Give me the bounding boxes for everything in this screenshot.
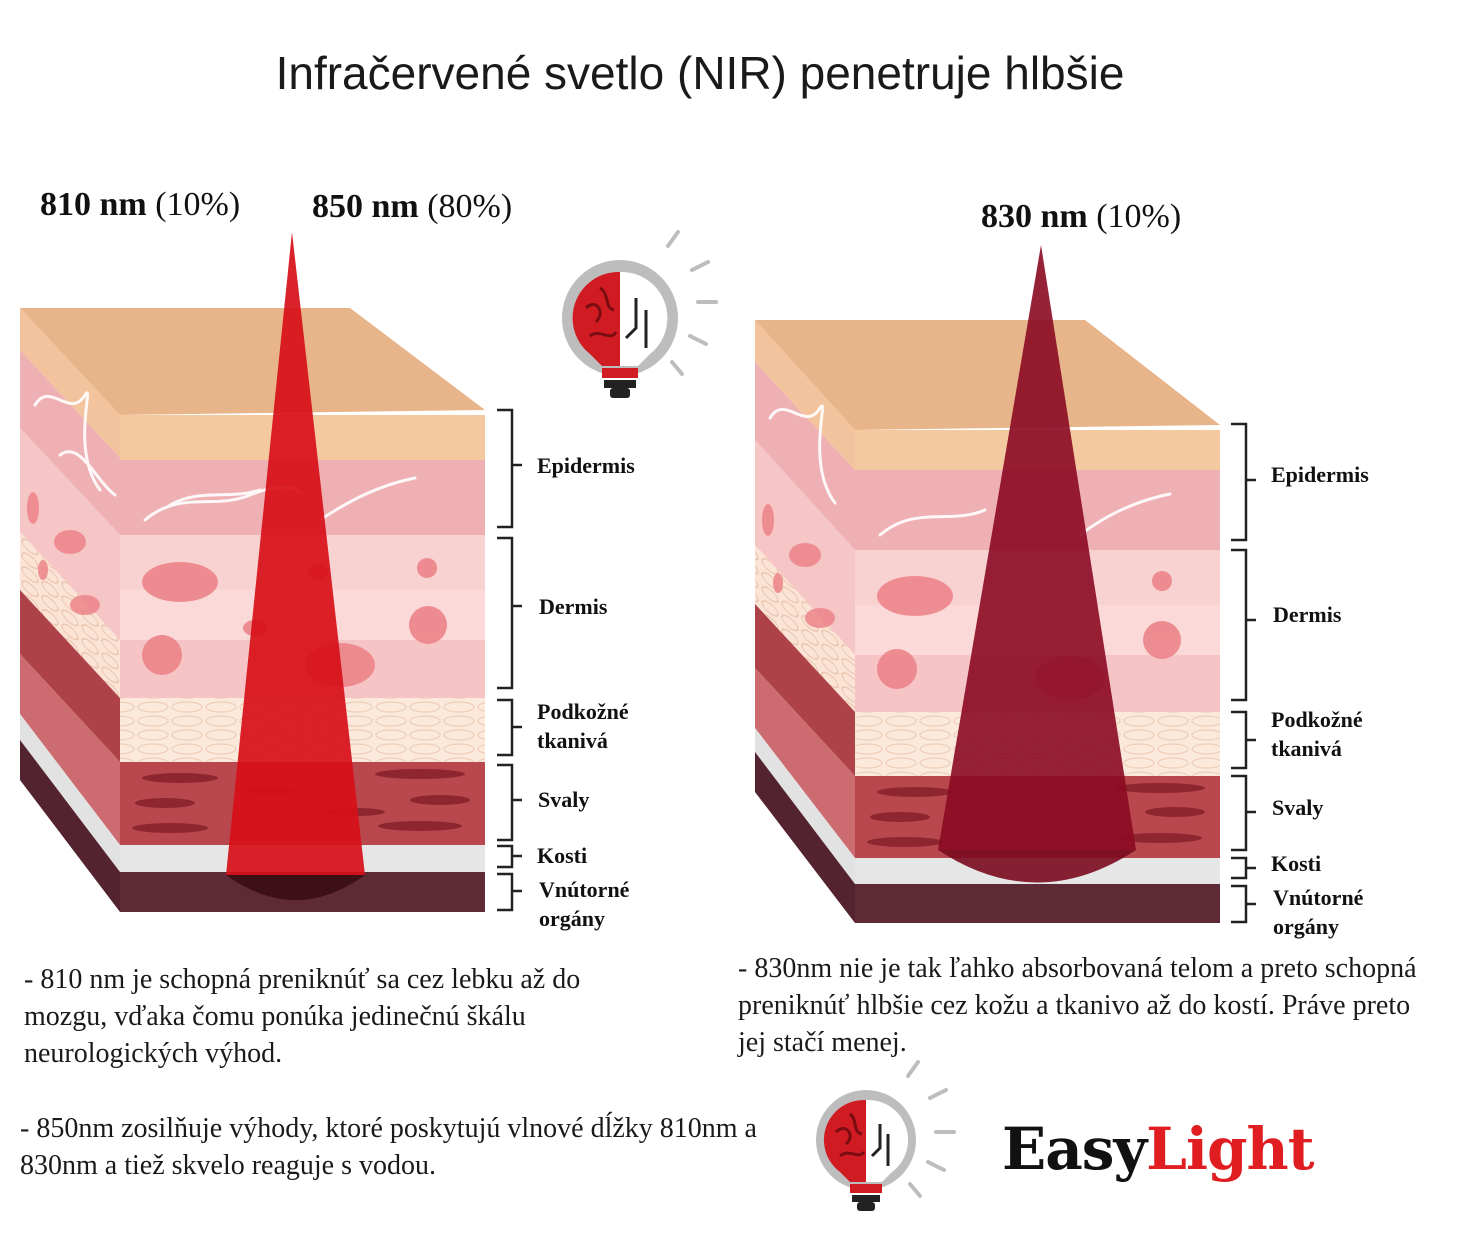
skin-block-left-top [20, 308, 485, 415]
label-subcutis-left-line2: tkanivá [537, 728, 608, 753]
layer-organs-right [855, 884, 1220, 923]
label-bone-right: Kosti [1271, 851, 1322, 876]
wavelength-810-nm: 810 nm [40, 186, 147, 223]
muscle-fibers-right [867, 783, 1205, 847]
wavelength-810-percent: (10%) [155, 186, 241, 223]
label-subcutis-left-line1: Podkožné [537, 699, 629, 724]
beam-850-810 [226, 232, 365, 875]
page-title: Infračervené svetlo (NIR) penetruje hlbš… [275, 47, 1125, 99]
wavelength-850-nm: 850 nm [312, 188, 419, 225]
label-subcutis-right: Podkožné tkanivá [1271, 705, 1363, 763]
skin-block-right-top [755, 320, 1220, 430]
wavelength-850-label: 850 nm (80%) [312, 188, 512, 226]
logo-light: Light [1146, 1115, 1314, 1183]
wavelength-850-percent: (80%) [427, 188, 513, 225]
wavelength-830-percent: (10%) [1096, 198, 1182, 235]
beam-830 [938, 245, 1136, 850]
label-muscle-right: Svaly [1272, 795, 1324, 820]
easylight-logo-text: EasyLight [1002, 1115, 1315, 1183]
brackets-left [497, 408, 522, 912]
description-830: - 830nm nie je tak ľahko absorbovaná tel… [738, 953, 1417, 1058]
logo-easy: Easy [1002, 1115, 1147, 1183]
description-850: - 850nm zosilňuje výhody, ktoré poskytuj… [20, 1113, 757, 1181]
label-dermis-left: Dermis [539, 594, 608, 619]
label-organs-right: Vnútorné orgány [1273, 883, 1363, 941]
label-organs-left-line2: orgány [539, 906, 605, 931]
label-subcutis-left: Podkožné tkanivá [537, 697, 629, 755]
label-epidermis-left: Epidermis [537, 453, 635, 478]
label-dermis-right: Dermis [1273, 602, 1342, 627]
label-organs-left-line1: Vnútorné [539, 877, 630, 902]
label-muscle-left: Svaly [538, 787, 590, 812]
label-bone-left: Kosti [537, 843, 588, 868]
label-epidermis-right: Epidermis [1271, 462, 1369, 487]
wavelength-830-nm: 830 nm [981, 198, 1088, 235]
skin-block-right [755, 245, 1220, 923]
label-organs-right-line1: Vnútorné [1273, 885, 1364, 910]
wavelength-830-label: 830 nm (10%) [981, 198, 1181, 236]
label-subcutis-right-line1: Podkožné [1271, 707, 1363, 732]
label-organs-left: Vnútorné orgány [539, 875, 629, 933]
easylight-logo-icon [816, 1060, 956, 1211]
description-810: - 810 nm je schopná preniknúť sa cez leb… [24, 964, 581, 1069]
skin-block-left [20, 232, 485, 912]
brackets-right [1231, 422, 1256, 924]
wavelength-810-label: 810 nm (10%) [40, 186, 240, 224]
label-organs-right-line2: orgány [1273, 914, 1339, 939]
label-subcutis-right-line2: tkanivá [1271, 736, 1342, 761]
brain-bulb-icon [562, 230, 718, 398]
